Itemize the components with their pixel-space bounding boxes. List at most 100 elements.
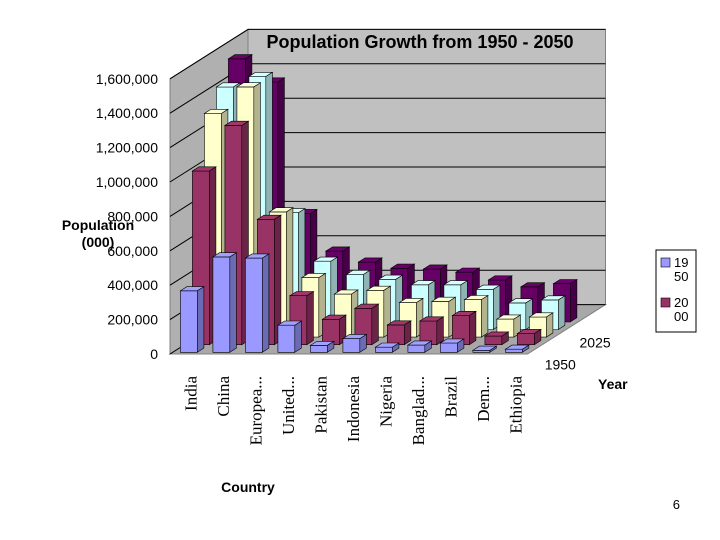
bar-top — [300, 273, 327, 278]
legend-label: 50 — [674, 269, 688, 284]
depth-axis-label: Year — [598, 376, 628, 392]
bar-top — [410, 280, 436, 286]
y-tick-label: 400,000 — [107, 277, 158, 293]
y-axis-label: (000) — [82, 234, 115, 250]
y-tick-label: 1,200,000 — [96, 140, 158, 156]
legend-swatch — [660, 297, 671, 308]
y-axis-label: Population — [62, 217, 134, 233]
bar — [321, 314, 347, 346]
category-label: Dem... — [474, 376, 493, 422]
bar-top — [516, 329, 542, 334]
bar-top — [276, 320, 303, 326]
y-tick-label: 600,000 — [107, 243, 158, 259]
bar-top — [256, 214, 282, 220]
bar-side — [261, 253, 270, 353]
bar-top — [442, 280, 469, 286]
bar-top — [353, 303, 380, 309]
bar — [244, 253, 270, 353]
legend-label: 20 — [674, 295, 688, 310]
bar — [341, 333, 368, 353]
bar-top — [374, 342, 400, 348]
bar-side — [229, 252, 237, 353]
bar-top — [495, 314, 522, 320]
bar — [276, 320, 303, 353]
bar-top — [227, 54, 253, 60]
y-tick-label: 1,400,000 — [96, 105, 158, 121]
legend-swatch — [660, 257, 671, 268]
bar-top — [341, 334, 368, 339]
bar-top — [528, 312, 554, 318]
bar-top — [389, 263, 416, 269]
bar — [451, 310, 477, 346]
bar-front — [212, 256, 231, 353]
bar — [374, 342, 400, 353]
gridline — [169, 28, 606, 80]
legend-label: 00 — [674, 309, 688, 324]
category-label: Banglad... — [409, 376, 428, 445]
bar — [528, 312, 554, 338]
bar-top — [345, 269, 371, 275]
y-tick-label: 800,000 — [107, 208, 158, 224]
bar — [471, 345, 498, 353]
category-label: Nigeria — [376, 376, 395, 427]
bar-top — [471, 345, 498, 351]
bar-top — [483, 331, 510, 337]
bar-side — [480, 294, 489, 338]
bar — [439, 338, 465, 353]
bar — [483, 331, 510, 346]
bar — [386, 320, 412, 346]
bar-top — [454, 267, 481, 273]
bar-side — [371, 303, 379, 346]
bar-front — [375, 346, 393, 353]
bar-front — [387, 324, 405, 346]
bar-front — [505, 348, 523, 353]
bar-front — [440, 342, 458, 353]
bar-front — [322, 318, 340, 346]
bar-top — [422, 264, 448, 270]
legend-label: 19 — [674, 255, 688, 270]
bar-top — [191, 166, 217, 172]
bar-front — [277, 324, 296, 353]
depth-label: 2025 — [580, 334, 611, 350]
bar — [211, 252, 238, 353]
depth-label: 1950 — [545, 356, 576, 372]
bar-top — [398, 298, 424, 303]
category-label: United... — [279, 376, 298, 435]
bar-top — [418, 316, 445, 322]
category-label: China — [214, 376, 233, 417]
bar-side — [557, 295, 566, 331]
y-tick-label: 1,600,000 — [96, 71, 158, 87]
bar-top — [463, 295, 489, 300]
category-label: Pakistan — [311, 376, 330, 434]
bar-top — [247, 72, 274, 77]
bar-top — [504, 344, 530, 350]
bar-top — [519, 282, 546, 288]
chart-title: Population Growth from 1950 - 2050 — [266, 32, 573, 52]
bar — [309, 340, 335, 353]
bar-top — [179, 286, 205, 292]
bar-front — [180, 290, 198, 353]
bar-top — [552, 279, 578, 285]
y-tick-label: 200,000 — [107, 312, 158, 328]
bar-top — [439, 338, 465, 344]
bar-side — [306, 290, 314, 346]
bar-front — [342, 338, 361, 353]
bar-side — [294, 320, 302, 353]
bar-top — [406, 340, 433, 346]
bar-top — [215, 82, 241, 88]
bar-top — [203, 109, 229, 114]
category-label: Europea... — [246, 376, 265, 445]
bar-front — [517, 333, 535, 346]
bar-top — [365, 285, 392, 291]
bar-top — [309, 340, 335, 346]
category-label: Indonesia — [344, 376, 363, 443]
bar-front — [407, 344, 426, 353]
x-axis-label: Country — [221, 479, 275, 495]
bar-top — [244, 253, 270, 259]
bar-top — [451, 310, 477, 316]
bar-side — [468, 310, 477, 346]
category-label: Brazil — [441, 376, 460, 418]
bar-top — [211, 252, 238, 258]
